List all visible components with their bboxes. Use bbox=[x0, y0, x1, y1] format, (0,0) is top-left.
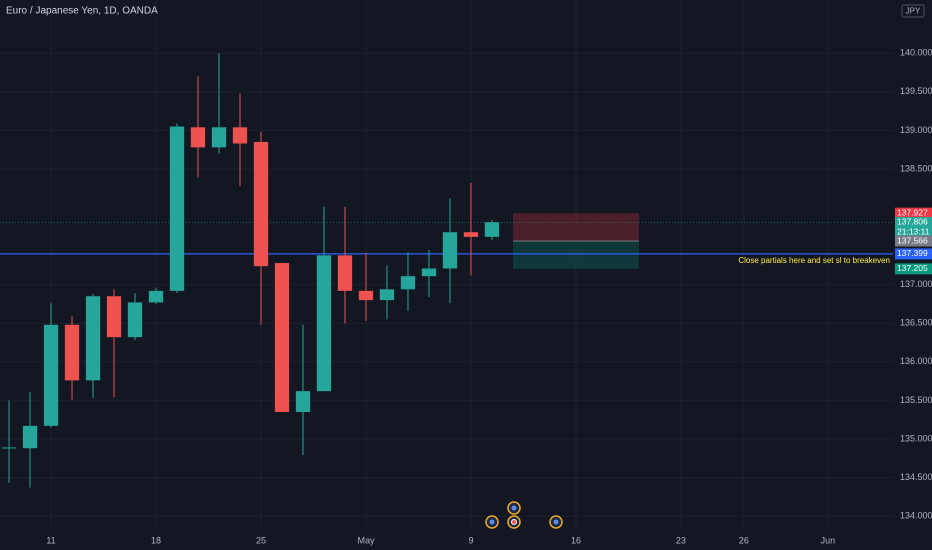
price-label-bg bbox=[895, 263, 932, 275]
y-tick-label: 137.000 bbox=[900, 279, 932, 289]
countdown-label: 21:13:11 bbox=[897, 227, 930, 237]
candle-body bbox=[379, 289, 395, 301]
target-zone bbox=[512, 241, 639, 269]
candle-body bbox=[211, 127, 227, 148]
plot-layer bbox=[0, 0, 893, 530]
x-tick-label: 23 bbox=[676, 535, 686, 545]
price-label: 137.806 bbox=[897, 217, 928, 227]
price-label-bg bbox=[895, 248, 932, 260]
price-label-bg bbox=[895, 216, 932, 238]
candle-body bbox=[421, 268, 437, 277]
candle-body bbox=[148, 290, 164, 303]
candle-body bbox=[484, 222, 500, 237]
x-tick-label: Jun bbox=[821, 535, 836, 545]
candle-body bbox=[190, 127, 206, 148]
candle-body bbox=[64, 324, 80, 381]
price-label-bg bbox=[895, 235, 932, 247]
candle-body bbox=[85, 296, 101, 381]
price-label: 137.927 bbox=[897, 207, 928, 217]
candle-body bbox=[295, 391, 311, 412]
event-dot bbox=[553, 519, 559, 525]
annotation: Close partials here and set sl to breake… bbox=[738, 256, 890, 265]
event-dot bbox=[489, 519, 495, 525]
candle-body bbox=[43, 324, 59, 426]
candle-body bbox=[1, 447, 17, 449]
x-tick-label: 11 bbox=[46, 535, 55, 545]
x-tick-label: 25 bbox=[256, 535, 266, 545]
price-label-bg bbox=[895, 207, 932, 219]
candle-body bbox=[106, 296, 122, 338]
price-label: 137.399 bbox=[897, 248, 928, 258]
candle-body bbox=[169, 126, 185, 291]
candle-body bbox=[358, 290, 374, 301]
x-tick-label: May bbox=[357, 535, 375, 545]
price-label: 137.566 bbox=[897, 235, 928, 245]
event-dot bbox=[511, 519, 517, 525]
y-tick-label: 136.500 bbox=[900, 318, 932, 328]
price-label: 137.205 bbox=[897, 263, 928, 273]
currency-badge[interactable] bbox=[901, 4, 925, 18]
candle-body bbox=[22, 425, 38, 449]
candle-body bbox=[316, 255, 332, 392]
y-tick-label: 135.500 bbox=[900, 395, 932, 405]
candle-body bbox=[337, 255, 353, 291]
y-tick-label: 135.000 bbox=[900, 433, 932, 443]
candle-body bbox=[463, 232, 479, 237]
candle-body bbox=[442, 232, 458, 269]
event-icons bbox=[485, 501, 563, 529]
x-tick-label: 26 bbox=[739, 535, 749, 545]
candle-body bbox=[253, 141, 269, 267]
chart-title: Euro / Japanese Yen, 1D, OANDA bbox=[6, 6, 158, 17]
x-tick-label: 16 bbox=[571, 535, 581, 545]
candle-body bbox=[127, 302, 143, 338]
y-tick-label: 139.500 bbox=[900, 86, 932, 96]
x-tick-label: 18 bbox=[151, 535, 161, 545]
y-tick-label: 134.000 bbox=[900, 510, 932, 520]
candle-body bbox=[232, 127, 248, 144]
currency-label: JPY bbox=[906, 7, 921, 16]
y-tick-label: 138.500 bbox=[900, 163, 932, 173]
stop-zone bbox=[512, 213, 639, 242]
y-tick-label: 139.000 bbox=[900, 125, 932, 135]
y-tick-label: 136.000 bbox=[900, 356, 932, 366]
y-tick-label: 134.500 bbox=[900, 472, 932, 482]
candle-body bbox=[400, 276, 416, 290]
candle-body bbox=[274, 263, 290, 412]
y-tick-label: 140.000 bbox=[900, 48, 932, 58]
event-dot bbox=[511, 505, 517, 511]
x-tick-label: 9 bbox=[468, 535, 473, 545]
